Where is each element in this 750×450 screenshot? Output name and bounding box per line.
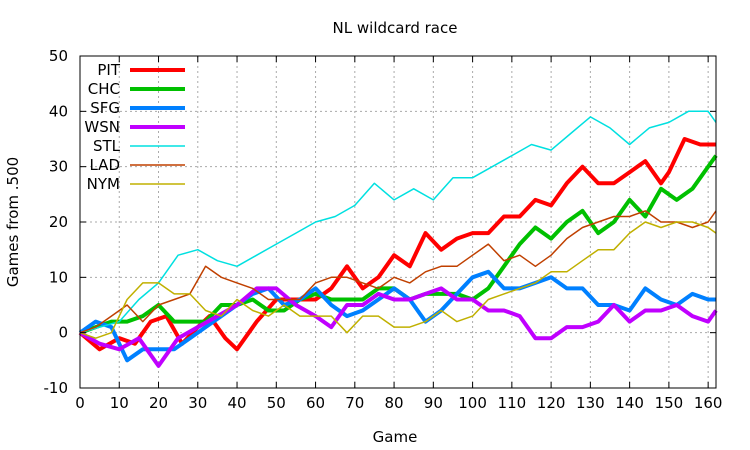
- chart-title: NL wildcard race: [333, 19, 458, 37]
- x-axis-title: Game: [373, 428, 418, 446]
- x-tick-label: 70: [345, 394, 364, 412]
- legend-label-nym: NYM: [87, 175, 120, 193]
- x-tick-label: 0: [75, 394, 85, 412]
- x-tick-label: 50: [267, 394, 286, 412]
- legend-label-lad: LAD: [89, 156, 120, 174]
- x-tick-label: 150: [655, 394, 684, 412]
- y-tick-label: 0: [58, 324, 68, 342]
- x-tick-label: 60: [306, 394, 325, 412]
- x-tick-label: 80: [385, 394, 404, 412]
- y-tick-label: 10: [49, 268, 68, 286]
- axis-ticks: 0 10 20 30 40 50 60 70 80 90 100 110 120 130 140 150 160…: [44, 47, 723, 412]
- series-line-pit: [78, 137, 716, 352]
- legend-label-sfg: SFG: [90, 99, 120, 117]
- legend-label-stl: STL: [93, 137, 121, 155]
- legend-label-chc: CHC: [88, 80, 120, 98]
- y-tick-label: -10: [44, 379, 69, 397]
- series-line-nym: [79, 221, 717, 339]
- x-tick-label: 160: [694, 394, 723, 412]
- x-tick-label: 120: [537, 394, 566, 412]
- series-line-lad: [79, 210, 717, 334]
- y-tick-label: 20: [49, 213, 68, 231]
- y-tick-label: 50: [49, 47, 68, 65]
- series-line-sfg: [78, 269, 716, 363]
- y-axis-title: Games from .500: [4, 157, 22, 287]
- y-tick-label: 30: [49, 158, 68, 176]
- series-lines: [78, 110, 718, 368]
- series-line-stl: [79, 110, 717, 334]
- x-tick-label: 40: [227, 394, 246, 412]
- x-tick-label: 110: [498, 394, 527, 412]
- x-tick-label: 100: [458, 394, 487, 412]
- x-tick-label: 90: [424, 394, 443, 412]
- x-tick-label: 140: [615, 394, 644, 412]
- series-line-wsn: [79, 286, 718, 368]
- legend-label-wsn: WSN: [84, 118, 120, 136]
- x-tick-label: 130: [576, 394, 605, 412]
- legend-label-pit: PIT: [97, 61, 120, 79]
- x-tick-label: 10: [110, 394, 129, 412]
- grid: [80, 56, 716, 388]
- x-tick-label: 20: [149, 394, 168, 412]
- y-tick-label: 40: [49, 102, 68, 120]
- x-tick-label: 30: [188, 394, 207, 412]
